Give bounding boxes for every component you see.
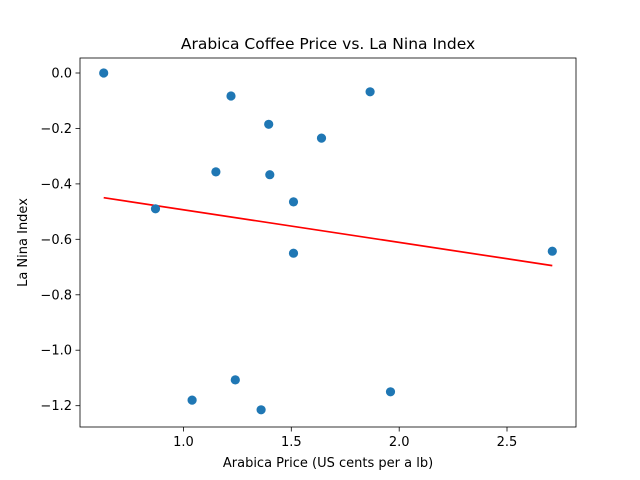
data-point: [385, 387, 396, 397]
x-tick-label: 2.0: [389, 435, 410, 450]
trend-line: [103, 196, 553, 267]
data-point: [187, 395, 197, 405]
y-tick-label: −1.0: [40, 344, 72, 359]
data-point: [547, 246, 557, 256]
data-point: [256, 405, 266, 415]
y-tick-label: −0.8: [40, 288, 72, 303]
data-point: [365, 87, 375, 97]
chart-title: Arabica Coffee Price vs. La Nina Index: [181, 35, 475, 53]
x-tick-label: 2.5: [497, 435, 518, 450]
data-point: [150, 204, 161, 214]
y-tick-label: −0.6: [40, 233, 72, 248]
y-tick-label: 0.0: [51, 67, 72, 82]
x-axis-label: Arabica Price (US cents per a lb): [223, 456, 433, 471]
y-tick-label: −1.2: [40, 399, 72, 414]
x-tick-label: 1.5: [281, 435, 302, 450]
data-point: [211, 167, 221, 177]
data-point: [288, 248, 299, 258]
data-point: [99, 68, 109, 78]
y-tick-label: −0.4: [40, 177, 72, 192]
data-point: [226, 91, 236, 101]
plot-area: [80, 58, 576, 427]
x-tick-label: 1.0: [173, 435, 194, 450]
data-point: [230, 375, 240, 385]
data-point: [316, 133, 327, 143]
data-point: [264, 119, 274, 129]
plot-frame: [79, 57, 577, 428]
y-tick-label: −0.2: [40, 122, 72, 137]
data-point: [265, 170, 275, 180]
y-axis-label: La Nina Index: [16, 198, 31, 287]
data-point: [288, 197, 299, 207]
